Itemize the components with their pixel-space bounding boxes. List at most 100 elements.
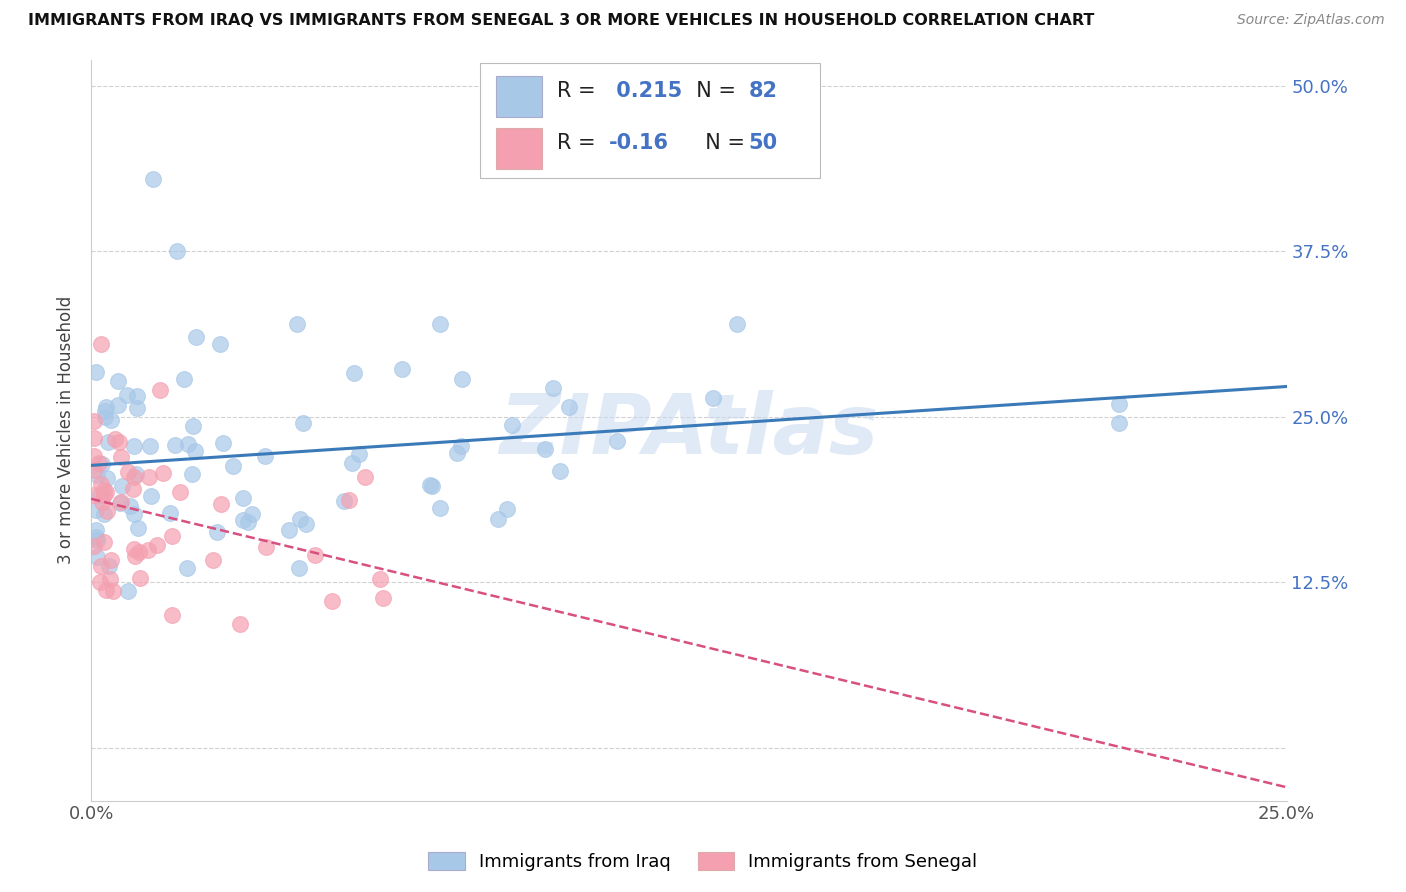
Point <box>90 476 112 491</box>
Point <box>89 574 111 589</box>
Point <box>541 381 564 395</box>
Point <box>94 409 117 424</box>
Point <box>84 365 107 379</box>
Point <box>550 465 572 479</box>
Point <box>290 512 312 526</box>
Point <box>115 388 138 402</box>
Point <box>117 465 139 479</box>
Point <box>236 516 259 530</box>
Point <box>83 414 105 428</box>
Point <box>254 449 277 463</box>
Point <box>84 502 107 516</box>
FancyBboxPatch shape <box>479 63 820 178</box>
Point <box>136 542 159 557</box>
Point <box>110 495 132 509</box>
Point <box>83 463 105 477</box>
Point <box>169 484 191 499</box>
Point <box>162 607 184 622</box>
Text: -0.16: -0.16 <box>609 133 669 153</box>
Point <box>138 470 160 484</box>
Point <box>93 483 115 497</box>
Point <box>486 512 509 526</box>
Point <box>337 493 360 508</box>
Point <box>209 337 232 351</box>
Point <box>702 391 724 405</box>
Point <box>101 583 124 598</box>
Point <box>86 533 108 547</box>
Point <box>127 401 149 415</box>
Point <box>211 436 233 450</box>
Point <box>446 446 468 460</box>
Point <box>117 584 139 599</box>
Point <box>321 594 343 608</box>
Text: Source: ZipAtlas.com: Source: ZipAtlas.com <box>1237 13 1385 28</box>
Point <box>100 413 122 427</box>
Point <box>94 484 117 499</box>
Point <box>128 545 150 559</box>
Point <box>146 538 169 552</box>
Point <box>93 507 115 521</box>
Point <box>229 616 252 631</box>
Y-axis label: 3 or more Vehicles in Household: 3 or more Vehicles in Household <box>58 296 75 565</box>
Point <box>209 497 232 511</box>
Point <box>93 534 115 549</box>
Point <box>122 482 145 496</box>
Point <box>391 362 413 376</box>
Point <box>205 524 228 539</box>
Point <box>90 337 112 351</box>
Point <box>152 466 174 480</box>
Point <box>90 495 112 509</box>
Point <box>429 318 451 332</box>
Legend: Immigrants from Iraq, Immigrants from Senegal: Immigrants from Iraq, Immigrants from Se… <box>422 845 984 879</box>
Point <box>373 591 395 605</box>
Point <box>98 572 121 586</box>
Point <box>84 530 107 544</box>
Point <box>304 549 326 563</box>
Point <box>354 469 377 483</box>
Point <box>125 388 148 402</box>
Point <box>232 513 254 527</box>
Point <box>83 539 105 553</box>
Point <box>181 467 204 481</box>
Point <box>288 561 311 575</box>
Point <box>240 507 263 521</box>
Point <box>254 541 277 555</box>
Point <box>125 467 148 481</box>
Text: R =: R = <box>557 133 603 153</box>
Point <box>162 529 184 543</box>
Text: R =: R = <box>557 80 603 101</box>
Point <box>87 456 110 470</box>
Point <box>90 559 112 574</box>
Point <box>342 457 364 471</box>
Point <box>165 438 187 452</box>
Point <box>110 450 132 465</box>
Point <box>534 442 557 457</box>
Text: IMMIGRANTS FROM IRAQ VS IMMIGRANTS FROM SENEGAL 3 OR MORE VEHICLES IN HOUSEHOLD : IMMIGRANTS FROM IRAQ VS IMMIGRANTS FROM … <box>28 13 1094 29</box>
Point <box>186 330 208 344</box>
Point <box>496 502 519 516</box>
Point <box>84 523 107 537</box>
Point <box>86 549 108 564</box>
Point <box>122 507 145 521</box>
Point <box>104 433 127 447</box>
Point <box>120 499 142 513</box>
Point <box>90 457 112 471</box>
Point <box>370 572 392 586</box>
Text: N =: N = <box>683 80 742 101</box>
Point <box>97 559 120 574</box>
Text: N =: N = <box>692 133 752 153</box>
Point <box>89 488 111 502</box>
Point <box>97 435 120 450</box>
Point <box>139 438 162 452</box>
Text: 82: 82 <box>748 80 778 101</box>
Point <box>278 524 301 538</box>
Point <box>83 431 105 445</box>
Point <box>129 571 152 585</box>
Point <box>122 541 145 556</box>
Point <box>501 418 523 433</box>
Point <box>558 400 581 414</box>
Point <box>177 437 200 451</box>
Point <box>93 488 115 502</box>
Point <box>173 372 195 386</box>
Point <box>285 318 308 332</box>
